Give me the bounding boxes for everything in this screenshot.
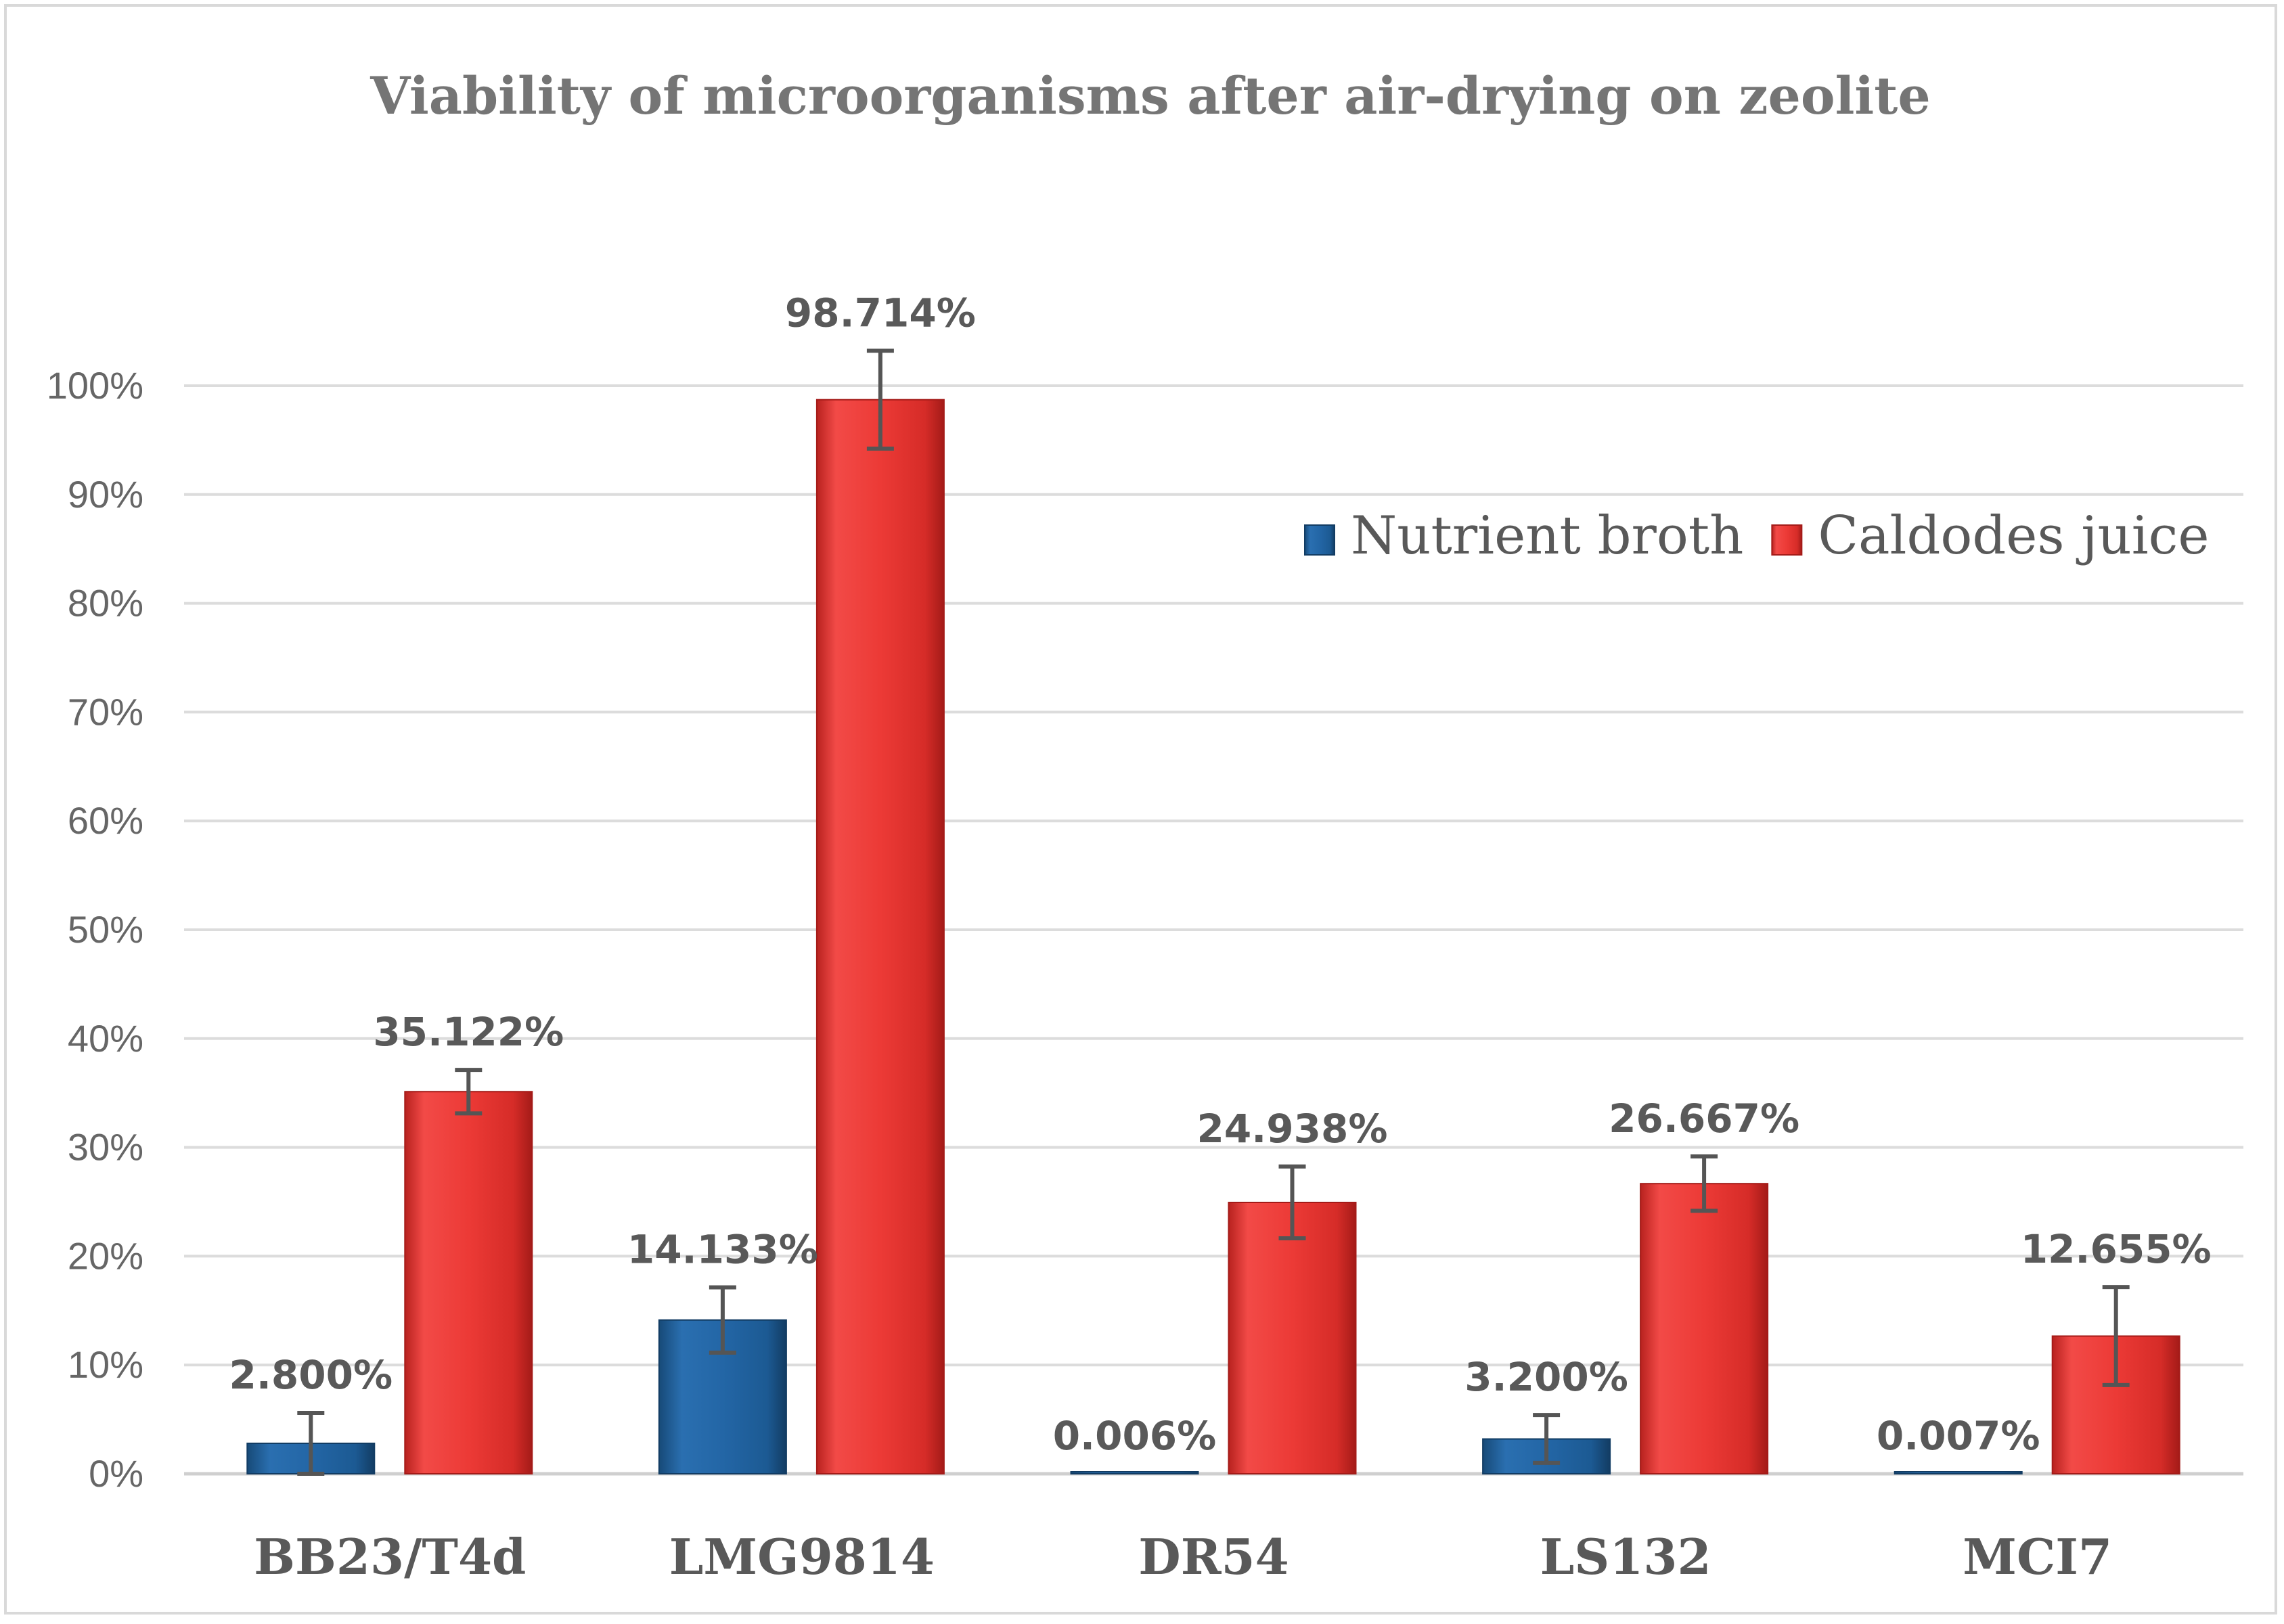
x-tick-label: LMG9814 xyxy=(669,1528,935,1585)
bar-nutrient-broth xyxy=(1894,1471,2023,1474)
y-tick-label: 0% xyxy=(89,1452,143,1495)
data-label: 35.122% xyxy=(373,1009,564,1055)
y-tick-label: 100% xyxy=(47,364,143,407)
bar-caldodes-juice xyxy=(815,399,945,1475)
y-tick-label: 80% xyxy=(68,582,143,625)
x-tick-label: BB23/T4d xyxy=(254,1528,526,1585)
legend-swatch xyxy=(1304,524,1335,556)
legend-label: Nutrient broth xyxy=(1351,505,1743,566)
y-tick-label: 60% xyxy=(68,799,143,842)
x-tick-label: DR54 xyxy=(1138,1528,1289,1585)
data-labels: 2.800% 35.122% 14.133% 98.714% 0.006% 24.938%… xyxy=(229,290,2212,1459)
data-label: 24.938% xyxy=(1197,1106,1388,1152)
chart-frame xyxy=(4,4,2277,1615)
y-tick-label: 50% xyxy=(68,908,143,951)
chart-title: Viability of microorganisms after air-dr… xyxy=(370,66,1931,126)
data-label: 0.006% xyxy=(1053,1413,1217,1459)
y-tick-label: 10% xyxy=(68,1343,143,1386)
y-tick-label: 70% xyxy=(68,690,143,733)
legend-label: Caldodes juice xyxy=(1818,505,2209,566)
bar-nutrient-broth xyxy=(1070,1471,1199,1474)
bar-caldodes-juice xyxy=(1228,1201,1357,1474)
legend: Nutrient broth Caldodes juice xyxy=(1304,505,2210,566)
bar-caldodes-juice xyxy=(1640,1183,1769,1474)
error-bars xyxy=(297,348,2130,1476)
bars xyxy=(246,399,2180,1475)
y-tick-label: 40% xyxy=(68,1017,143,1060)
legend-swatch xyxy=(1771,524,1803,556)
bar-caldodes-juice xyxy=(404,1091,533,1475)
data-label: 0.007% xyxy=(1877,1413,2040,1459)
y-tick-label: 30% xyxy=(68,1126,143,1169)
x-axis-ticks: BB23/T4d LMG9814 DR54 LS132 MCI7 xyxy=(254,1528,2112,1585)
y-tick-label: 90% xyxy=(68,473,143,516)
data-label: 2.800% xyxy=(229,1352,393,1398)
x-tick-label: LS132 xyxy=(1540,1528,1711,1585)
y-axis-ticks: 0% 10% 20% 30% 40% 50% 60% 70% 80% 90% 100% xyxy=(47,364,143,1495)
data-label: 12.655% xyxy=(2021,1226,2212,1272)
data-label: 14.133% xyxy=(627,1227,818,1273)
data-label: 26.667% xyxy=(1609,1096,1799,1142)
data-label: 3.200% xyxy=(1464,1354,1628,1400)
y-tick-label: 20% xyxy=(68,1234,143,1277)
x-tick-label: MCI7 xyxy=(1963,1528,2112,1585)
data-label: 98.714% xyxy=(785,290,976,336)
